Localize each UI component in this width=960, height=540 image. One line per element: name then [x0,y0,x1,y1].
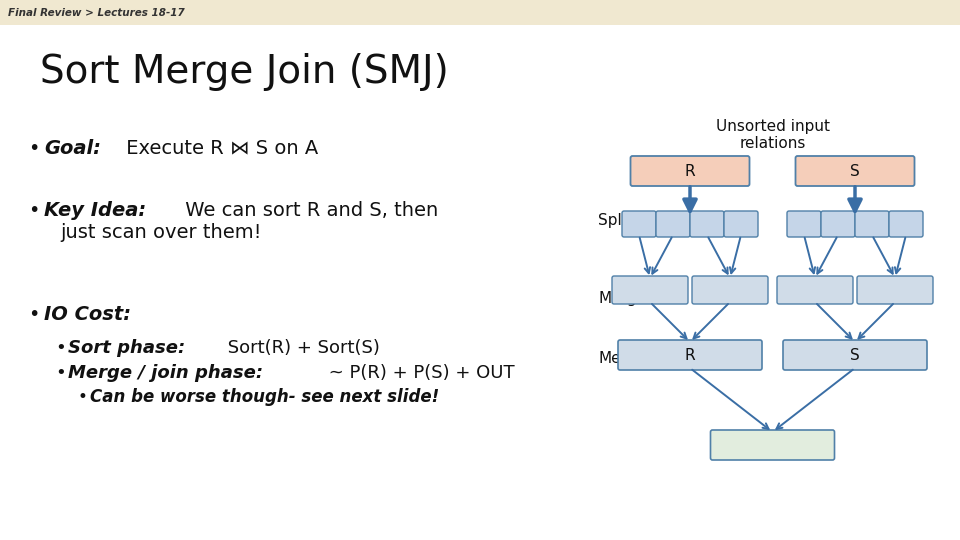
Text: IO Cost:: IO Cost: [44,306,131,325]
Text: •: • [28,138,39,158]
FancyBboxPatch shape [889,211,923,237]
Text: Goal:: Goal: [44,138,101,158]
Text: •: • [55,339,65,357]
Text: Merge: Merge [598,350,646,366]
Text: just scan over them!: just scan over them! [60,222,261,241]
Text: •: • [28,200,39,219]
Text: Merge / join phase:: Merge / join phase: [68,364,263,382]
FancyBboxPatch shape [857,276,933,304]
Text: Sort Merge Join (SMJ): Sort Merge Join (SMJ) [40,53,448,91]
Text: Execute R ⋈ S on A: Execute R ⋈ S on A [120,138,319,158]
Text: S: S [851,348,860,362]
Text: Unsorted input
relations: Unsorted input relations [715,119,829,151]
Text: •: • [78,388,88,406]
FancyBboxPatch shape [692,276,768,304]
Text: Split & sort: Split & sort [598,213,684,227]
Text: R: R [684,164,695,179]
Text: Merge: Merge [598,291,646,306]
Text: Key Idea:: Key Idea: [44,200,146,219]
Text: •: • [55,364,65,382]
Text: Sort phase:: Sort phase: [68,339,185,357]
Text: ~ P(R) + P(S) + OUT: ~ P(R) + P(S) + OUT [323,364,515,382]
FancyBboxPatch shape [783,340,927,370]
FancyBboxPatch shape [821,211,855,237]
Text: S: S [851,164,860,179]
Text: Final Review > Lectures 18-17: Final Review > Lectures 18-17 [8,8,184,17]
FancyBboxPatch shape [724,211,758,237]
FancyBboxPatch shape [855,211,889,237]
FancyBboxPatch shape [618,340,762,370]
FancyBboxPatch shape [690,211,724,237]
Text: Sort(R) + Sort(S): Sort(R) + Sort(S) [223,339,380,357]
FancyBboxPatch shape [656,211,690,237]
FancyBboxPatch shape [622,211,656,237]
FancyBboxPatch shape [710,430,834,460]
FancyBboxPatch shape [787,211,821,237]
Text: We can sort R and S, then: We can sort R and S, then [179,200,438,219]
FancyBboxPatch shape [612,276,688,304]
Text: R: R [684,348,695,362]
Text: Can be worse though- see next slide!: Can be worse though- see next slide! [90,388,440,406]
FancyBboxPatch shape [631,156,750,186]
Text: •: • [28,306,39,325]
FancyBboxPatch shape [796,156,915,186]
FancyBboxPatch shape [0,0,960,25]
FancyBboxPatch shape [777,276,853,304]
